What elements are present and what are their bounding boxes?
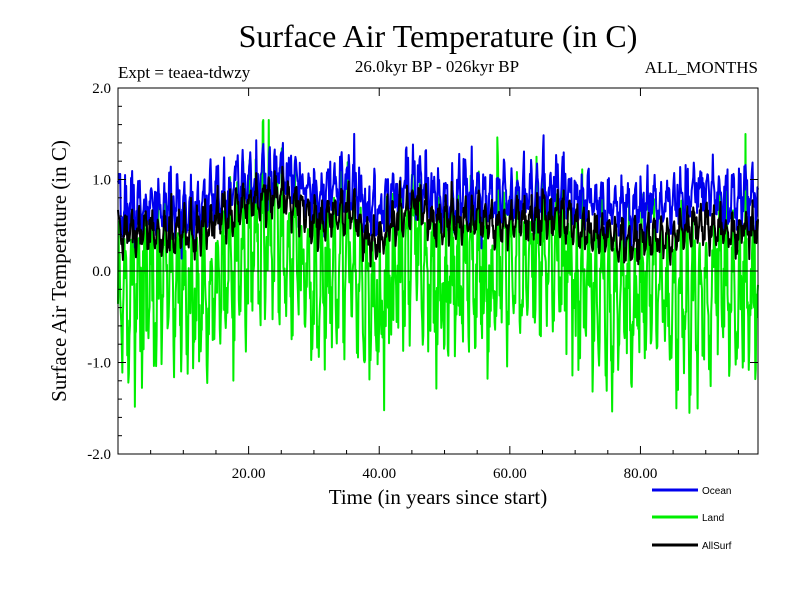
legend: Ocean Land AllSurf [652, 486, 732, 552]
x-tick-label: 40.00 [362, 466, 396, 482]
x-tick-label: 20.00 [232, 466, 266, 482]
chart-subtitle: 26.0kyr BP - 026kyr BP [355, 57, 519, 76]
experiment-label: Expt = teaea-tdwzy [118, 63, 251, 82]
season-label: ALL_MONTHS [645, 58, 758, 77]
legend-label-land: Land [702, 513, 724, 524]
x-tick-label: 60.00 [493, 466, 527, 482]
y-axis-label: Surface Air Temperature (in C) [47, 140, 71, 402]
series-line-allsurf [117, 165, 759, 268]
axis-ticks: 20.00 40.00 60.00 80.00 -2.0 -1.0 0.0 1.0 2.0 [87, 81, 758, 482]
plot-area: 20.00 40.00 60.00 80.00 -2.0 -1.0 0.0 1.0 2.0 [87, 81, 759, 482]
x-tick-label: 80.00 [624, 466, 658, 482]
y-tick-label: -2.0 [87, 447, 111, 463]
y-tick-label: 0.0 [92, 264, 111, 280]
y-tick-label: 2.0 [92, 81, 111, 97]
series-group [117, 119, 759, 414]
legend-label-ocean: Ocean [702, 486, 731, 497]
y-tick-label: 1.0 [92, 173, 111, 189]
x-axis-label: Time (in years since start) [329, 485, 548, 509]
chart-title: Surface Air Temperature (in C) [239, 18, 638, 54]
legend-label-allsurf: AllSurf [702, 541, 732, 552]
y-tick-label: -1.0 [87, 356, 111, 372]
series-line-land [117, 119, 759, 414]
